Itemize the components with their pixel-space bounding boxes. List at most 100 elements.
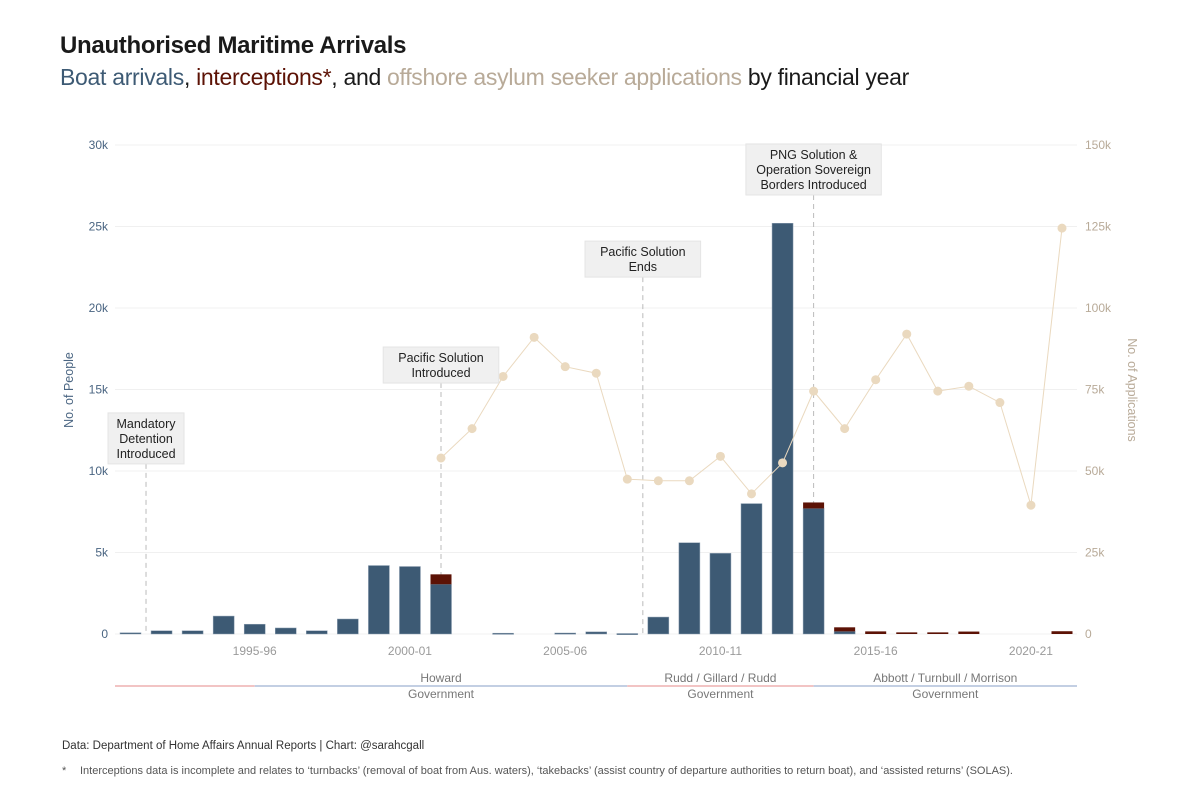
bar-boat-arrivals (647, 616, 670, 635)
y-axis-title: No. of People (62, 352, 76, 428)
bar-boat-arrivals (585, 631, 607, 635)
bar-boat-arrivals (771, 222, 794, 635)
applications-point (653, 476, 663, 486)
government-name: Abbott / Turnbull / Morrison (873, 671, 1017, 685)
annotation-text: Detention (119, 432, 173, 446)
annotation-box (745, 143, 882, 196)
x-tick-label: 1995-96 (233, 644, 277, 658)
y2-tick-label: 0 (1085, 627, 1092, 641)
bar-boat-arrivals (337, 618, 359, 635)
annotation-text: Introduced (116, 447, 175, 461)
subtitle-sep: , (183, 64, 197, 90)
y2-tick-label: 125k (1085, 220, 1112, 234)
bar-interceptions (803, 502, 825, 509)
annotation-box (382, 346, 500, 384)
bar-boat-arrivals (275, 627, 297, 635)
chart-subtitle: Boat arrivals, interceptions*, and offsh… (60, 64, 909, 91)
x-tick-label: 2015-16 (854, 644, 898, 658)
applications-point (715, 451, 725, 461)
x-tick-label: 2020-21 (1009, 644, 1053, 658)
bar-boat-arrivals (616, 633, 639, 635)
government-bands: Howard Government Rudd / Gillard / Rudd Gov… (115, 671, 1077, 701)
bar-boat-arrivals (150, 630, 173, 635)
subtitle-applications: offshore asylum seeker applications (387, 64, 742, 90)
x-tick-label: 2000-01 (388, 644, 432, 658)
y-tick-label: 10k (89, 464, 109, 478)
applications-point (684, 476, 694, 486)
government-label: Government (912, 687, 979, 701)
bar-boat-arrivals (212, 615, 235, 635)
y2-tick-label: 75k (1085, 383, 1105, 397)
gridlines (115, 144, 1077, 635)
bar-interceptions (430, 574, 452, 585)
bars (119, 222, 1073, 635)
applications-point (747, 489, 756, 499)
applications-point (995, 398, 1005, 408)
footnote-text: Interceptions data is incomplete and rel… (80, 765, 1013, 777)
applications-point (902, 329, 912, 339)
y2-tick-label: 50k (1085, 464, 1105, 478)
applications-point (809, 386, 819, 396)
bar-interceptions (896, 632, 918, 634)
subtitle-rest: by financial year (741, 64, 909, 90)
government-name: Howard (420, 671, 461, 685)
bar-interceptions (865, 631, 887, 634)
annotation-box (107, 412, 185, 465)
applications-point (622, 474, 632, 484)
bar-boat-arrivals (554, 632, 576, 635)
bar-boat-arrivals (709, 553, 732, 635)
subtitle-interceptions: interceptions* (196, 64, 332, 90)
applications-line-path (440, 228, 1063, 506)
y-tick-label: 25k (89, 220, 109, 234)
bar-boat-arrivals (678, 542, 701, 635)
applications-point (964, 381, 974, 391)
bar-boat-arrivals (399, 566, 421, 635)
footer-note: * Interceptions data is incomplete and re… (62, 765, 1013, 777)
x-tick-label: 2005-06 (543, 644, 587, 658)
annotation-box (584, 240, 702, 278)
annotation-text: Operation Sovereign (756, 163, 871, 177)
annotation-text: Ends (629, 260, 658, 274)
footer-source: Data: Department of Home Affairs Annual … (62, 740, 425, 752)
bar-boat-arrivals (368, 565, 390, 635)
applications-point (467, 424, 477, 434)
applications-point (871, 375, 881, 385)
y-tick-label: 30k (89, 138, 109, 152)
subtitle-sep: , and (331, 64, 388, 90)
y2-tick-label: 25k (1085, 546, 1105, 560)
applications-point (498, 371, 508, 381)
subtitle-boat-arrivals: Boat arrivals (60, 64, 184, 90)
applications-point (436, 453, 446, 463)
applications-point (1057, 223, 1067, 233)
bar-boat-arrivals (740, 503, 763, 635)
annotation-text: PNG Solution & (770, 148, 858, 162)
annotation-text: Pacific Solution (600, 245, 686, 259)
applications-point (529, 332, 539, 342)
axes: 0 5k 10k 15k 20k 25k 30k 0 25k 50k 75k 100k 125k 150k… (62, 138, 1139, 658)
y2-tick-label: 150k (1085, 138, 1112, 152)
annotation-text: Borders Introduced (760, 178, 866, 192)
bar-boat-arrivals (306, 630, 328, 635)
bar-interceptions (927, 632, 949, 634)
annotation-text: Introduced (411, 366, 470, 380)
y-tick-label: 20k (89, 301, 109, 315)
applications-point (840, 424, 850, 434)
bar-boat-arrivals (492, 632, 514, 635)
bar-boat-arrivals (430, 584, 452, 635)
bar-boat-arrivals (833, 631, 856, 635)
y2-axis-title: No. of Applications (1125, 338, 1139, 442)
applications-point (778, 458, 788, 468)
applications-line (436, 223, 1067, 510)
bar-boat-arrivals (119, 632, 142, 635)
y-tick-label: 15k (89, 383, 109, 397)
bar-interceptions (958, 631, 980, 634)
government-label: Government (687, 687, 754, 701)
bar-interceptions (1051, 631, 1073, 634)
bar-boat-arrivals (802, 508, 825, 635)
bar-boat-arrivals (181, 630, 204, 635)
y-tick-label: 5k (95, 546, 109, 560)
applications-point (560, 362, 570, 372)
applications-point (1026, 500, 1036, 510)
